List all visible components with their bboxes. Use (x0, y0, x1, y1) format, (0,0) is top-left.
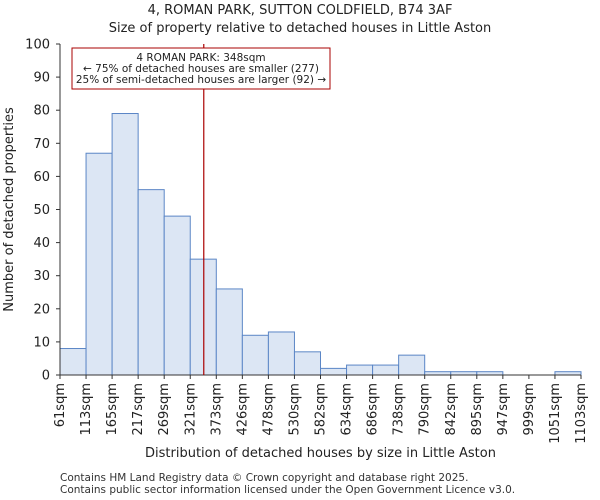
x-tick-label-113sqm: 113sqm (79, 383, 94, 436)
annotation-line-3: 25% of semi-detached houses are larger (… (76, 74, 327, 86)
chart-title: 4, ROMAN PARK, SUTTON COLDFIELD, B74 3AF (147, 3, 453, 18)
bar-217sqm (137, 189, 165, 376)
bar-738sqm (398, 354, 426, 376)
x-tick-label-530sqm: 530sqm (287, 383, 302, 436)
x-tick-label-217sqm: 217sqm (131, 383, 146, 436)
y-tick-label-30: 30 (33, 269, 50, 284)
y-axis-title: Number of detached properties (2, 107, 17, 312)
x-tick-label-999sqm: 999sqm (522, 383, 537, 436)
bar-686sqm (372, 364, 400, 376)
footer-line-1: Contains HM Land Registry data © Crown c… (60, 472, 469, 484)
x-tick-label-686sqm: 686sqm (366, 383, 381, 436)
bar-426sqm (241, 334, 269, 376)
x-tick-label-165sqm: 165sqm (105, 383, 120, 436)
annotation-line-2: ← 75% of detached houses are smaller (27… (83, 63, 319, 75)
x-tick-label-426sqm: 426sqm (235, 383, 250, 436)
x-tick-label-582sqm: 582sqm (314, 383, 329, 436)
y-tick-label-20: 20 (33, 302, 50, 317)
x-tick-label-634sqm: 634sqm (340, 383, 355, 436)
bar-373sqm (215, 288, 243, 376)
x-axis-title: Distribution of detached houses by size … (145, 446, 496, 461)
bar-530sqm (293, 351, 322, 376)
x-tick-label-61sqm: 61sqm (53, 383, 68, 427)
y-tick-label-100: 100 (25, 38, 50, 53)
x-tick-label-947sqm: 947sqm (496, 383, 511, 436)
y-tick-label-0: 0 (42, 369, 50, 384)
y-tick-label-40: 40 (33, 236, 50, 251)
y-tick-label-60: 60 (33, 170, 50, 185)
x-tick-label-478sqm: 478sqm (261, 383, 276, 436)
x-tick-label-269sqm: 269sqm (157, 383, 172, 436)
bar-61sqm (59, 348, 87, 376)
bar-113sqm (85, 152, 113, 376)
annotation-box (71, 47, 331, 90)
y-tick-label-80: 80 (33, 104, 50, 119)
bar-478sqm (267, 331, 295, 376)
x-tick-label-321sqm: 321sqm (183, 383, 198, 436)
y-tick-label-90: 90 (33, 71, 50, 86)
y-tick-label-50: 50 (33, 203, 50, 218)
annotation-line-1: 4 ROMAN PARK: 348sqm (136, 52, 265, 64)
bar-165sqm (111, 113, 139, 376)
x-tick-label-1103sqm: 1103sqm (574, 383, 589, 444)
x-tick-label-895sqm: 895sqm (470, 383, 485, 436)
y-tick-label-10: 10 (33, 335, 50, 350)
x-tick-label-842sqm: 842sqm (444, 383, 459, 436)
bar-582sqm (320, 367, 348, 376)
chart-subtitle: Size of property relative to detached ho… (108, 21, 492, 36)
footer-line-2: Contains public sector information licen… (60, 484, 516, 496)
x-tick-label-1051sqm: 1051sqm (548, 383, 563, 444)
y-tick-label-70: 70 (33, 137, 50, 152)
bar-634sqm (346, 364, 374, 376)
x-tick-label-790sqm: 790sqm (418, 383, 433, 436)
x-tick-label-738sqm: 738sqm (392, 383, 407, 436)
bar-269sqm (163, 215, 191, 376)
x-tick-label-373sqm: 373sqm (209, 383, 224, 436)
